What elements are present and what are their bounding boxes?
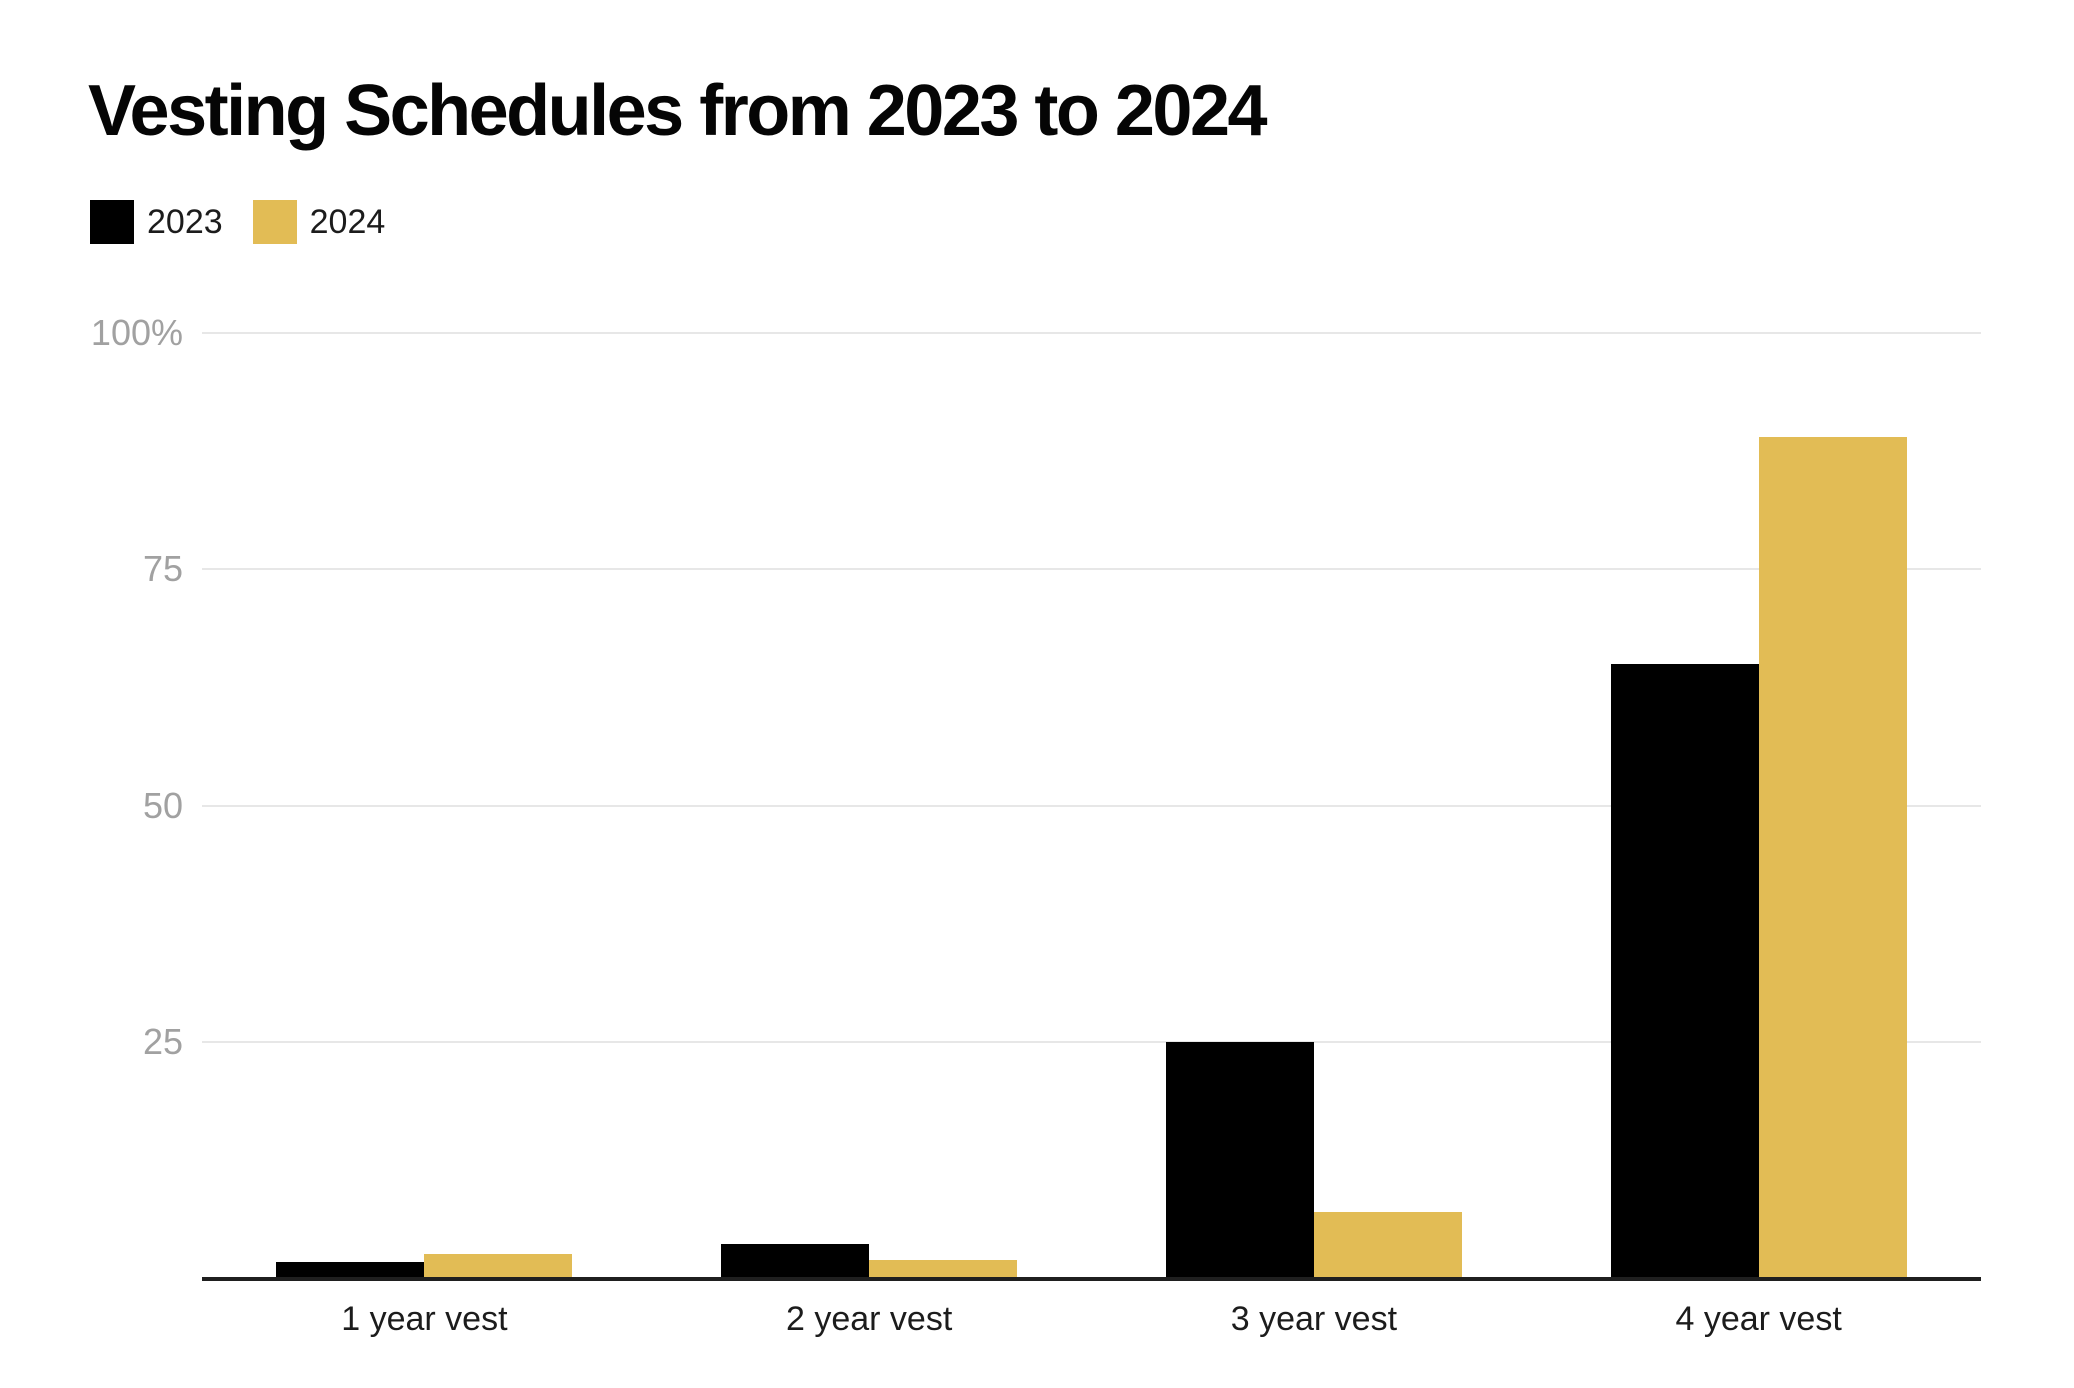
gridline-75 [202,568,1981,571]
bar-group-2 [647,333,1092,1278]
bar-2024-2-year-vest [869,1260,1018,1278]
bar-2024-4-year-vest [1758,436,1907,1278]
y-tick-label-100: 100% [90,312,183,353]
bar-2023-4-year-vest [1610,663,1759,1278]
y-tick-label-50: 50 [142,784,183,826]
legend-swatch-2023-icon [90,200,134,244]
gridline-25 [202,1040,1981,1043]
bar-2023-1-year-vest [276,1261,425,1278]
x-axis-line [202,1277,1981,1281]
y-tick-label-75: 75 [142,548,183,590]
chart-title: Vesting Schedules from 2023 to 2024 [88,71,1268,151]
gridline-50 [202,804,1981,807]
bar-group-3 [1092,333,1537,1278]
legend-item-2023: 2023 [90,200,223,244]
legend-label-2024: 2024 [309,202,386,241]
y-tick-label-25: 25 [142,1020,183,1062]
bar-2023-3-year-vest [1165,1041,1314,1278]
legend-swatch-2024-icon [252,200,297,244]
bar-2024-1-year-vest [424,1254,573,1278]
x-tick-label-2: 2 year vest [785,1300,953,1338]
x-axis-labels: 1 year vest 2 year vest 3 year vest 4 year … [202,1300,1981,1339]
x-tick-label-3: 3 year vest [1230,1300,1398,1338]
plot-area: 1 year vest 2 year vest 3 year vest 4 year … [202,332,1981,1338]
y-axis-labels: 100% 75 50 25 [0,312,183,1278]
legend: 2023 2024 [90,200,385,244]
bar-group-4 [1536,333,1981,1278]
bar-2023-2-year-vest [721,1243,870,1278]
bar-group-1 [202,333,647,1278]
bar-groups [202,333,1981,1278]
x-tick-label-1: 1 year vest [341,1300,508,1338]
x-tick-label-4: 4 year vest [1675,1300,1842,1338]
gridline-100 [202,332,1981,334]
legend-label-2023: 2023 [147,202,223,241]
legend-item-2024: 2024 [252,200,386,244]
bar-2024-3-year-vest [1313,1211,1462,1278]
